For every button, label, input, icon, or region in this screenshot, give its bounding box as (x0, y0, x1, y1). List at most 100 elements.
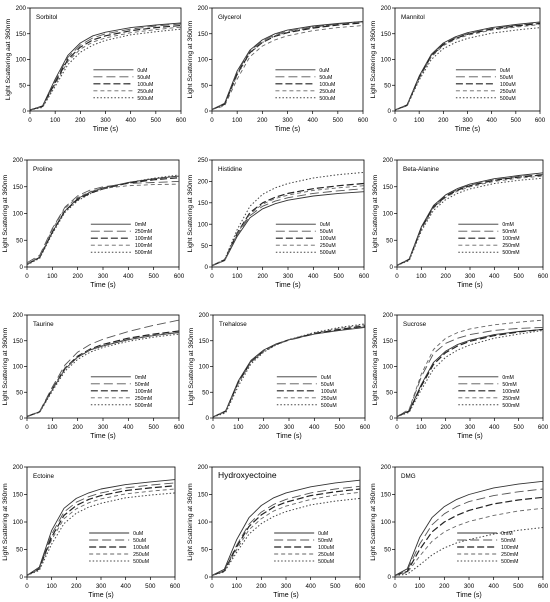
legend-label: 250mM (501, 552, 518, 558)
x-tick-label: 100 (416, 424, 427, 431)
x-tick-label: 200 (71, 583, 82, 590)
legend-label: 0uM (133, 531, 143, 537)
y-tick-label: 0 (388, 108, 392, 115)
x-tick-label: 200 (73, 273, 84, 280)
chart-title: Taurine (33, 321, 54, 328)
legend-label: 50mM (502, 229, 516, 235)
x-tick-label: 300 (465, 273, 476, 280)
x-axis-label: Time (s) (90, 433, 115, 440)
series-line-1 (394, 21, 541, 111)
y-tick-label: 0 (20, 264, 24, 271)
y-axis-label: Light Scattering at 360nm (372, 327, 379, 405)
x-tick-label: 600 (360, 424, 371, 431)
y-axis-label: Light Scattering at 360nm (188, 327, 195, 405)
legend-label: 0mM (502, 375, 514, 381)
x-tick-label: 600 (174, 273, 185, 280)
x-tick-label: 500 (334, 273, 345, 280)
x-tick-label: 400 (121, 583, 132, 590)
chart-title: Trehalose (219, 321, 247, 328)
x-tick-label: 300 (282, 117, 293, 124)
x-tick-label: 400 (309, 424, 320, 431)
legend-label: 50uM (133, 538, 146, 544)
legend-label: 500uM (137, 96, 153, 102)
y-tick-label: 200 (13, 464, 24, 471)
legend-label: 0uM (318, 531, 328, 537)
x-tick-label: 600 (358, 117, 369, 124)
y-axis-label: Light Scattering at 360nm (370, 20, 377, 98)
legend-label: 50mM (318, 538, 332, 544)
plot-frame (26, 159, 180, 268)
y-tick-label: 100 (198, 57, 209, 64)
y-tick-label: 50 (202, 389, 209, 396)
x-tick-label: 600 (538, 424, 549, 431)
x-tick-label: 600 (355, 583, 366, 590)
legend-label: 250uM (321, 396, 337, 402)
x-tick-label: 200 (439, 583, 450, 590)
y-tick-label: 50 (19, 82, 26, 89)
y-tick-label: 100 (381, 519, 392, 526)
y-tick-label: 200 (383, 157, 394, 164)
legend-label: 100mM (135, 243, 152, 249)
x-tick-label: 100 (47, 583, 58, 590)
x-axis-label: Time (s) (90, 282, 115, 289)
legend-label: 500uM (321, 403, 337, 409)
series-line-3 (29, 24, 182, 111)
legend-label: 250uM (320, 243, 336, 249)
x-tick-label: 100 (232, 583, 243, 590)
x-tick-label: 500 (151, 117, 162, 124)
x-tick-label: 100 (47, 273, 58, 280)
series-line-1 (212, 326, 366, 418)
chart-panel-12: 0 100 200 300 400 500 600 0 50 100 150 200 DMG Time (… (370, 464, 549, 599)
legend-label: 250mM (502, 243, 519, 249)
y-tick-label: 150 (198, 200, 209, 207)
y-tick-label: 100 (13, 364, 24, 371)
series-line-2 (26, 319, 180, 417)
x-tick-label: 400 (489, 424, 500, 431)
legend-label: 100mM (502, 389, 519, 395)
legend-label: 500mM (502, 403, 519, 409)
x-tick-label: 100 (416, 273, 427, 280)
legend-label: 250uM (137, 89, 153, 95)
chart-panel-4: 0 100 200 300 400 500 600 0 50 100 150 200 Proline Ti… (2, 157, 185, 289)
y-tick-label: 0 (20, 415, 24, 422)
x-tick-label: 300 (284, 424, 295, 431)
x-tick-label: 0 (393, 117, 397, 124)
series-line-4 (394, 507, 544, 576)
legend-label: 250uM (318, 552, 334, 558)
x-tick-label: 200 (75, 117, 86, 124)
series-line-2 (26, 180, 180, 264)
plot-frame (396, 314, 544, 419)
legend-label: 250uM (133, 552, 149, 558)
legend-label: 50uM (320, 229, 333, 235)
y-tick-label: 100 (16, 57, 27, 64)
x-tick-label: 200 (441, 273, 452, 280)
x-tick-label: 100 (47, 424, 58, 431)
legend-label: 0uM (319, 68, 329, 74)
x-tick-label: 500 (145, 583, 156, 590)
series-line-1 (26, 479, 176, 576)
legend-label: 0uM (321, 375, 331, 381)
x-tick-label: 300 (100, 117, 111, 124)
x-tick-label: 100 (50, 117, 61, 124)
legend-label: 500mM (501, 559, 518, 565)
y-tick-label: 200 (16, 5, 27, 12)
y-tick-label: 0 (390, 415, 394, 422)
series-line-3 (394, 22, 541, 111)
y-tick-label: 150 (13, 492, 24, 499)
series-line-5 (396, 329, 544, 417)
y-tick-label: 50 (16, 547, 23, 554)
y-tick-label: 100 (13, 211, 24, 218)
series-line-3 (211, 22, 364, 111)
legend-label: 0mM (502, 222, 514, 228)
series-line-5 (211, 171, 365, 267)
y-tick-label: 100 (199, 364, 210, 371)
y-tick-label: 250 (198, 157, 209, 164)
legend-label: 100uM (133, 545, 149, 551)
x-tick-label: 200 (258, 273, 269, 280)
y-tick-label: 100 (198, 519, 209, 526)
legend-label: 500mM (502, 250, 519, 256)
x-tick-label: 100 (415, 583, 426, 590)
y-tick-label: 150 (383, 184, 394, 191)
x-tick-label: 400 (489, 273, 500, 280)
y-axis-label: Light Scattering at 360nm (370, 483, 377, 561)
